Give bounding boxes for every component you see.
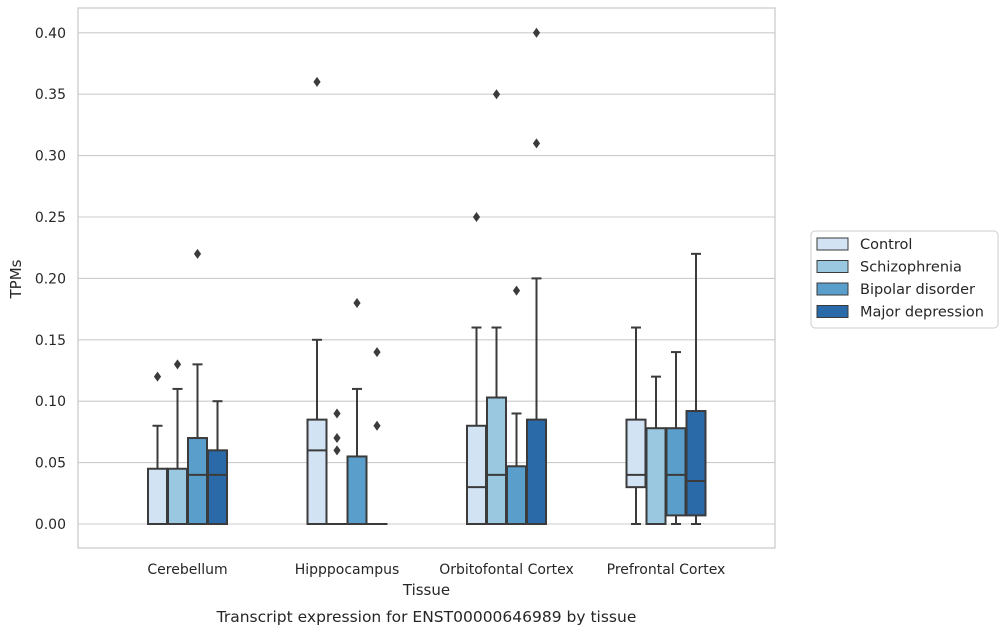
box [685, 252, 707, 525]
y-tick-label: 0.05 [35, 456, 66, 472]
outlier-point [492, 89, 501, 100]
box [645, 375, 667, 525]
outlier-point [333, 445, 341, 456]
y-tick-label: 0.15 [35, 333, 66, 349]
outlier-point [193, 248, 202, 259]
legend-swatch [816, 260, 849, 273]
box-body [625, 418, 647, 489]
box-body [526, 418, 547, 525]
box-series [147, 27, 707, 526]
x-axis-ticks: Cerebellum Hipppocampus Orbitofontal Corte… [147, 562, 725, 578]
outlier-point [373, 420, 381, 431]
outlier-point [313, 76, 321, 87]
plot-area-frame [77, 7, 776, 549]
outlier-point [373, 347, 381, 358]
box-body [167, 467, 188, 525]
outlier-point [532, 27, 541, 38]
box [147, 371, 168, 525]
box-body [645, 427, 667, 525]
y-tick-label: 0.35 [35, 87, 66, 103]
x-axis-title: Tissue [402, 581, 450, 599]
y-tick-label: 0.20 [35, 271, 66, 287]
legend: Control Schizophrenia Bipolar disorder Majo… [810, 230, 999, 329]
outlier-point [532, 138, 541, 149]
box [366, 347, 388, 526]
x-tick-label: Hipppocampus [295, 562, 400, 578]
x-tick-label: Prefrontal Cortex [607, 562, 726, 578]
outlier-point [472, 212, 481, 222]
series-bipolar-disorder [187, 248, 687, 526]
legend-frame [810, 230, 999, 329]
legend-label: Bipolar disorder [860, 282, 975, 298]
y-tick-label: 0.30 [35, 149, 66, 165]
x-tick-label: Orbitofontal Cortex [439, 562, 574, 578]
y-axis-ticks: 0.00 0.05 0.10 0.15 0.20 0.25 0.30 0.35 0.40 [35, 26, 66, 533]
box [306, 76, 328, 525]
box [346, 297, 368, 525]
box-body [506, 465, 527, 525]
legend-label: Major depression [860, 305, 984, 321]
outlier-point [333, 433, 341, 444]
legend-label: Schizophrenia [860, 260, 962, 276]
box [207, 400, 228, 526]
x-tick-label: Cerebellum [147, 562, 227, 578]
box-body [187, 437, 208, 526]
box-body [306, 418, 328, 525]
y-tick-label: 0.10 [35, 394, 66, 410]
box [486, 89, 507, 525]
outlier-point [353, 297, 361, 308]
outlier-point [512, 285, 521, 296]
box [187, 248, 208, 526]
outlier-point [173, 359, 182, 370]
box [625, 326, 647, 525]
y-tick-label: 0.40 [35, 26, 66, 42]
box-body [346, 455, 368, 525]
box-body [466, 424, 487, 526]
box [506, 285, 527, 525]
legend-swatch [816, 305, 849, 318]
box [167, 359, 188, 525]
series-control [147, 76, 647, 526]
box-body [486, 396, 507, 525]
y-tick-label: 0.25 [35, 210, 66, 226]
box-body [685, 410, 707, 517]
legend-swatch [816, 237, 849, 251]
box-body [665, 427, 687, 517]
y-tick-label: 0.00 [35, 517, 66, 533]
outlier-point [153, 371, 162, 382]
legend-swatch [816, 282, 849, 296]
outlier-point [333, 408, 341, 419]
box-body [207, 449, 228, 526]
chart-caption: Transcript expression for ENST0000064698… [216, 608, 637, 626]
series-major-depression [207, 27, 707, 526]
series-schizophrenia [167, 89, 667, 526]
legend-items: Control Schizophrenia Bipolar disorder Majo… [816, 237, 984, 321]
y-axis-title: TPMs [7, 259, 25, 299]
box [466, 212, 487, 526]
box [526, 27, 547, 525]
box [665, 351, 687, 525]
legend-label: Control [860, 237, 912, 253]
box-body [147, 467, 168, 525]
box [326, 408, 348, 526]
